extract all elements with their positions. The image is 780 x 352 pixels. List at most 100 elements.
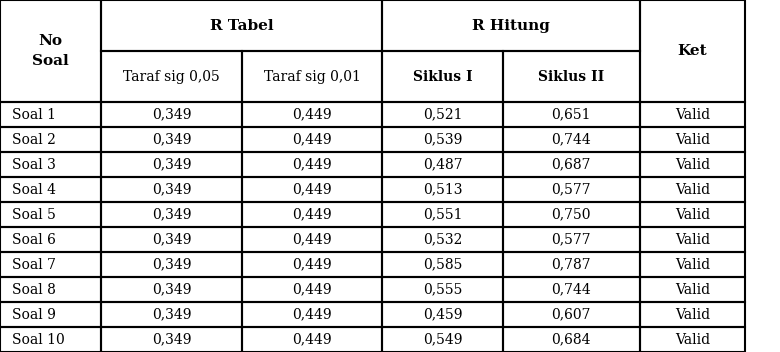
Bar	[242, 277, 382, 302]
Bar	[382, 327, 503, 352]
Bar	[101, 302, 242, 327]
Text: 0,449: 0,449	[292, 133, 332, 146]
Text: 0,349: 0,349	[152, 258, 191, 271]
Text: 0,449: 0,449	[292, 208, 332, 221]
Text: 0,449: 0,449	[292, 158, 332, 171]
Text: 0,607: 0,607	[551, 308, 591, 321]
Text: Siklus I: Siklus I	[413, 70, 473, 83]
Bar	[382, 127, 503, 152]
Bar	[0, 227, 101, 252]
Text: No
Soal: No Soal	[32, 34, 69, 68]
Text: 0,449: 0,449	[292, 258, 332, 271]
Text: Valid: Valid	[675, 133, 710, 146]
Text: Soal 6: Soal 6	[12, 233, 56, 246]
Text: 0,449: 0,449	[292, 233, 332, 246]
Bar	[101, 152, 242, 177]
Bar	[0, 252, 101, 277]
Text: 0,513: 0,513	[423, 183, 463, 196]
Bar	[503, 102, 640, 127]
Bar	[0, 327, 101, 352]
Text: Soal 8: Soal 8	[12, 283, 56, 296]
Bar	[382, 152, 503, 177]
Text: 0,349: 0,349	[152, 158, 191, 171]
Bar	[101, 102, 242, 127]
Bar	[242, 152, 382, 177]
Bar	[101, 277, 242, 302]
Bar	[101, 252, 242, 277]
Bar	[640, 0, 745, 102]
Text: 0,349: 0,349	[152, 133, 191, 146]
Text: 0,577: 0,577	[551, 233, 591, 246]
Text: 0,651: 0,651	[551, 108, 591, 121]
Bar	[503, 51, 640, 102]
Bar	[503, 152, 640, 177]
Text: Siklus II: Siklus II	[538, 70, 604, 83]
Bar	[640, 252, 745, 277]
Bar	[640, 127, 745, 152]
Text: 0,349: 0,349	[152, 108, 191, 121]
Text: 0,449: 0,449	[292, 308, 332, 321]
Text: 0,487: 0,487	[423, 158, 463, 171]
Bar	[382, 277, 503, 302]
Text: 0,585: 0,585	[423, 258, 463, 271]
Bar	[101, 202, 242, 227]
Text: 0,551: 0,551	[423, 208, 463, 221]
Bar	[242, 127, 382, 152]
Text: 0,744: 0,744	[551, 133, 591, 146]
Bar	[242, 227, 382, 252]
Text: 0,449: 0,449	[292, 283, 332, 296]
Text: Soal 9: Soal 9	[12, 308, 56, 321]
Bar	[101, 51, 242, 102]
Text: 0,349: 0,349	[152, 233, 191, 246]
Bar	[640, 227, 745, 252]
Bar	[382, 102, 503, 127]
Bar	[640, 152, 745, 177]
Text: Valid: Valid	[675, 333, 710, 346]
Bar	[0, 102, 101, 127]
Bar	[640, 102, 745, 127]
Bar	[640, 277, 745, 302]
Text: 0,349: 0,349	[152, 183, 191, 196]
Text: Ket: Ket	[678, 44, 707, 58]
Text: Valid: Valid	[675, 258, 710, 271]
Text: 0,539: 0,539	[423, 133, 463, 146]
Bar	[101, 177, 242, 202]
Bar	[503, 302, 640, 327]
Bar	[0, 127, 101, 152]
Bar	[0, 302, 101, 327]
Bar	[0, 152, 101, 177]
Text: Valid: Valid	[675, 183, 710, 196]
Bar	[640, 202, 745, 227]
Text: Taraf sig 0,01: Taraf sig 0,01	[264, 70, 360, 83]
Text: 0,459: 0,459	[423, 308, 463, 321]
Bar	[242, 252, 382, 277]
Bar	[0, 277, 101, 302]
Text: 0,349: 0,349	[152, 283, 191, 296]
Bar	[503, 177, 640, 202]
Bar	[101, 327, 242, 352]
Text: 0,349: 0,349	[152, 333, 191, 346]
Text: 0,549: 0,549	[423, 333, 463, 346]
Text: 0,532: 0,532	[423, 233, 463, 246]
Bar	[503, 327, 640, 352]
Bar	[0, 0, 101, 102]
Text: 0,684: 0,684	[551, 333, 591, 346]
Bar	[101, 227, 242, 252]
Text: R Hitung: R Hitung	[472, 19, 550, 32]
Text: 0,449: 0,449	[292, 333, 332, 346]
Bar	[242, 327, 382, 352]
Bar	[242, 302, 382, 327]
Text: Soal 1: Soal 1	[12, 108, 56, 121]
Bar	[242, 177, 382, 202]
Text: Valid: Valid	[675, 283, 710, 296]
Bar	[101, 127, 242, 152]
Bar	[503, 227, 640, 252]
Bar	[503, 127, 640, 152]
Text: 0,449: 0,449	[292, 108, 332, 121]
Bar	[503, 252, 640, 277]
Text: 0,555: 0,555	[423, 283, 463, 296]
Text: 0,349: 0,349	[152, 308, 191, 321]
Text: Soal 3: Soal 3	[12, 158, 56, 171]
Bar	[640, 327, 745, 352]
Text: Soal 2: Soal 2	[12, 133, 56, 146]
